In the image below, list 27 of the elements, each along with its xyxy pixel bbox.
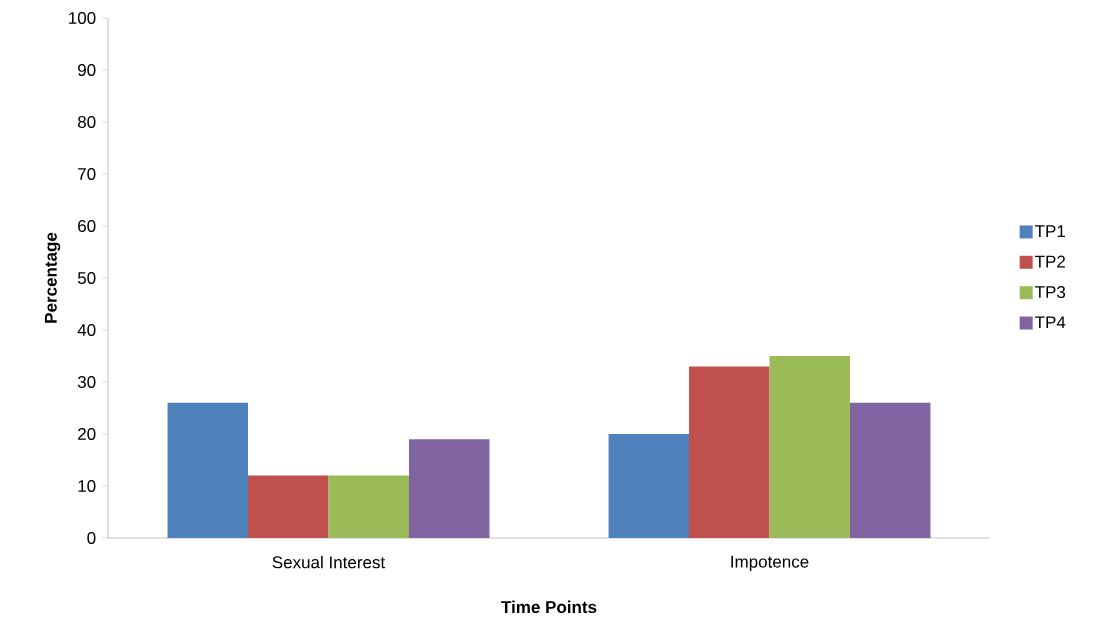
bar: [328, 475, 409, 538]
y-tick-label: 70: [78, 167, 96, 181]
bar: [769, 355, 850, 538]
y-tick-label: 30: [77, 375, 96, 389]
x-tick-label: Impotence: [731, 555, 809, 572]
y-tick-label: 100: [69, 11, 96, 25]
bar: [248, 475, 329, 538]
legend-label: TP3: [1035, 285, 1066, 299]
bar: [167, 402, 249, 538]
y-axis-title: Percentage: [44, 232, 61, 323]
bar: [408, 439, 490, 538]
y-tick-label: 80: [77, 115, 96, 129]
bar: [608, 433, 690, 538]
legend-label: TP2: [1035, 255, 1065, 268]
y-tick-label: 10: [78, 479, 96, 493]
y-tick-label: 60: [78, 219, 96, 233]
y-tick-label: 90: [78, 63, 96, 77]
x-axis-title: Time Points: [501, 600, 597, 614]
y-tick-label: 50: [77, 271, 96, 285]
x-tick-label: Sexual Interest: [272, 555, 386, 569]
legend-label: TP4: [1035, 316, 1066, 329]
bar: [689, 366, 770, 538]
bar: [849, 402, 931, 538]
y-tick-label: 20: [78, 427, 96, 441]
legend-label: TP1: [1035, 225, 1066, 238]
y-tick-label: 0: [87, 531, 96, 545]
y-tick-label: 40: [77, 323, 96, 337]
